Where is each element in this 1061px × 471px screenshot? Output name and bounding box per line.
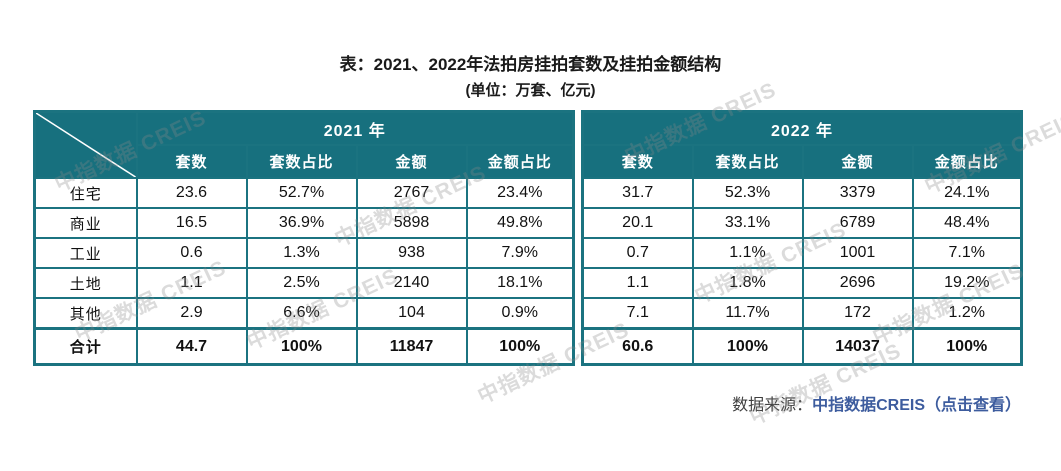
cell-2021: 100% — [245, 327, 358, 366]
cell-2021: 18.1% — [465, 267, 575, 299]
cell-2021: 7.9% — [465, 237, 575, 269]
cell-2021: 6.6% — [245, 297, 358, 330]
cell-2022: 1.1% — [691, 237, 804, 269]
cell-2021: 23.4% — [465, 177, 575, 209]
row-label: 商业 — [33, 207, 138, 239]
data-table: 2021 年 套数 套数占比 金额 金额占比 住宅 23.6 52.7% 2767 23.4%… — [33, 110, 1023, 366]
col-header-2022-0: 套数 — [581, 144, 694, 179]
col-header-2021-0: 套数 — [135, 144, 248, 179]
row-label: 土地 — [33, 267, 138, 299]
cell-2021: 938 — [355, 237, 468, 269]
cell-2022: 48.4% — [911, 207, 1023, 239]
cell-2021: 0.6 — [135, 237, 248, 269]
cell-2022: 52.3% — [691, 177, 804, 209]
cell-2022: 7.1 — [581, 297, 694, 330]
col-header-2021-3: 金额占比 — [465, 144, 575, 179]
year-header-2021: 2021 年 — [135, 110, 575, 146]
diagonal-line-icon — [36, 113, 135, 177]
table-row: 1.1 1.8% 2696 19.2% — [581, 267, 1023, 299]
cell-2021: 5898 — [355, 207, 468, 239]
row-label: 其他 — [33, 297, 138, 330]
cell-2021: 1.1 — [135, 267, 248, 299]
cell-2022: 33.1% — [691, 207, 804, 239]
cell-2021: 23.6 — [135, 177, 248, 209]
cell-2022: 60.6 — [581, 327, 694, 366]
cell-2022: 1001 — [801, 237, 914, 269]
table-2021: 2021 年 套数 套数占比 金额 金额占比 住宅 23.6 52.7% 2767 23.4%… — [33, 110, 575, 366]
cell-2022: 20.1 — [581, 207, 694, 239]
row-label: 住宅 — [33, 177, 138, 209]
row-label: 合计 — [33, 327, 138, 366]
col-header-2022-1: 套数占比 — [691, 144, 804, 179]
cell-2021: 0.9% — [465, 297, 575, 330]
cell-2021: 104 — [355, 297, 468, 330]
cell-2022: 1.1 — [581, 267, 694, 299]
cell-2022: 100% — [691, 327, 804, 366]
cell-2022: 172 — [801, 297, 914, 330]
tbody-2022: 31.7 52.3% 3379 24.1% 20.1 33.1% 6789 48.4% 0.7 1… — [581, 177, 1023, 366]
table-2022: 2022 年 套数 套数占比 金额 金额占比 31.7 52.3% 3379 24.1% 20… — [581, 110, 1023, 366]
col-header-2021-1: 套数占比 — [245, 144, 358, 179]
table-row: 工业 0.6 1.3% 938 7.9% — [33, 237, 575, 269]
page-subtitle: (单位：万套、亿元) — [465, 82, 596, 99]
corner-cell — [33, 110, 138, 179]
cell-2021: 11847 — [355, 327, 468, 366]
table-row: 31.7 52.3% 3379 24.1% — [581, 177, 1023, 209]
page-title: 表：2021、2022年法拍房挂拍套数及挂拍金额结构 — [339, 55, 722, 74]
table-row: 7.1 11.7% 172 1.2% — [581, 297, 1023, 330]
cell-2022: 2696 — [801, 267, 914, 299]
data-source: 数据来源：中指数据CREIS（点击查看） — [732, 391, 1021, 415]
cell-2021: 2.9 — [135, 297, 248, 330]
cell-2022: 6789 — [801, 207, 914, 239]
source-link[interactable]: 中指数据CREIS（点击查看） — [812, 397, 1021, 414]
table-row: 商业 16.5 36.9% 5898 49.8% — [33, 207, 575, 239]
cell-2022: 0.7 — [581, 237, 694, 269]
cell-2021: 100% — [465, 327, 575, 366]
table-row: 60.6 100% 14037 100% — [581, 327, 1023, 366]
cell-2022: 19.2% — [911, 267, 1023, 299]
cell-2021: 2.5% — [245, 267, 358, 299]
cell-2021: 52.7% — [245, 177, 358, 209]
subheader-row-2022: 套数 套数占比 金额 金额占比 — [581, 144, 1023, 179]
cell-2022: 24.1% — [911, 177, 1023, 209]
tbody-2021: 住宅 23.6 52.7% 2767 23.4% 商业 16.5 36.9% 5898 49.8%… — [33, 177, 575, 366]
table-row: 0.7 1.1% 1001 7.1% — [581, 237, 1023, 269]
cell-2022: 100% — [911, 327, 1023, 366]
cell-2021: 44.7 — [135, 327, 248, 366]
cell-2022: 3379 — [801, 177, 914, 209]
cell-2022: 11.7% — [691, 297, 804, 330]
table-row: 其他 2.9 6.6% 104 0.9% — [33, 297, 575, 330]
col-header-2022-3: 金额占比 — [911, 144, 1023, 179]
cell-2021: 2767 — [355, 177, 468, 209]
col-header-2021-2: 金额 — [355, 144, 468, 179]
cell-2021: 49.8% — [465, 207, 575, 239]
table-row: 合计 44.7 100% 11847 100% — [33, 327, 575, 366]
cell-2022: 1.2% — [911, 297, 1023, 330]
table-row: 20.1 33.1% 6789 48.4% — [581, 207, 1023, 239]
year-header-2022: 2022 年 — [581, 110, 1023, 146]
col-header-2022-2: 金额 — [801, 144, 914, 179]
table-row: 土地 1.1 2.5% 2140 18.1% — [33, 267, 575, 299]
source-label: 数据来源： — [732, 397, 813, 414]
cell-2021: 16.5 — [135, 207, 248, 239]
subheader-row-2021: 套数 套数占比 金额 金额占比 — [35, 144, 575, 179]
table-row: 住宅 23.6 52.7% 2767 23.4% — [33, 177, 575, 209]
cell-2022: 7.1% — [911, 237, 1023, 269]
cell-2021: 36.9% — [245, 207, 358, 239]
cell-2022: 1.8% — [691, 267, 804, 299]
cell-2022: 31.7 — [581, 177, 694, 209]
cell-2021: 2140 — [355, 267, 468, 299]
row-label: 工业 — [33, 237, 138, 269]
cell-2022: 14037 — [801, 327, 914, 366]
cell-2021: 1.3% — [245, 237, 358, 269]
